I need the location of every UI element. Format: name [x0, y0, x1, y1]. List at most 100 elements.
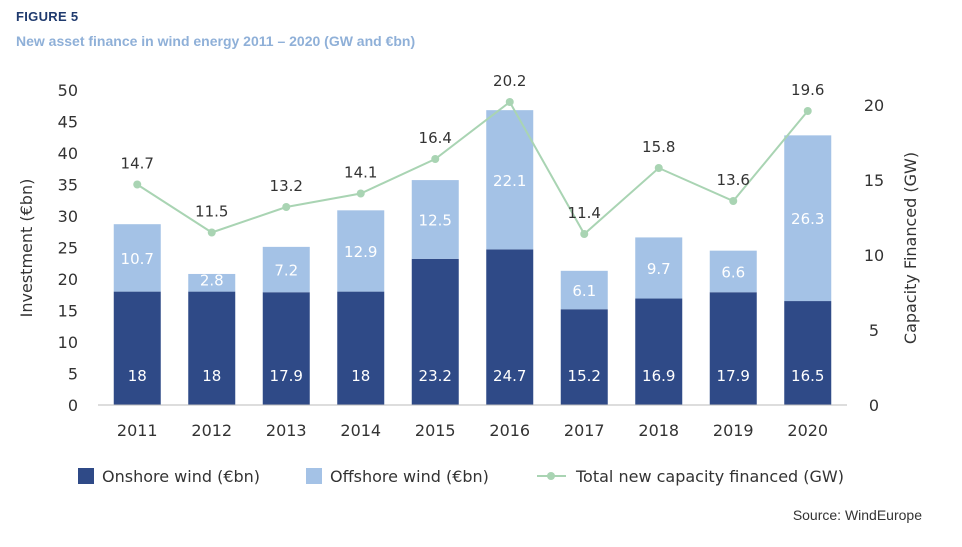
onshore-value-label: 16.9 — [642, 367, 675, 385]
x-tick-label: 2013 — [266, 421, 307, 440]
x-tick-label: 2018 — [638, 421, 679, 440]
onshore-value-label: 17.9 — [717, 367, 750, 385]
bar-offshore — [411, 180, 459, 259]
capacity-line: 14.7 11.5 13.2 14.1 16.4 20.2 11.4 15.8 13.6 19.6 — [121, 72, 824, 238]
capacity-point — [282, 203, 291, 211]
offshore-value-label: 2.8 — [200, 272, 224, 290]
onshore-value-label: 23.2 — [419, 367, 452, 385]
y-tick-label: 5 — [68, 365, 78, 384]
capacity-point — [431, 155, 440, 163]
offshore-value-label: 6.1 — [572, 282, 596, 300]
capacity-point — [207, 228, 216, 237]
bar-offshore — [337, 210, 385, 292]
onshore-value-label: 18 — [128, 367, 147, 385]
onshore-value-label: 18 — [202, 367, 221, 385]
x-tick-label: 2020 — [787, 421, 828, 440]
onshore-value-label: 24.7 — [493, 367, 526, 385]
x-tick-label: 2016 — [489, 421, 530, 440]
capacity-line-path — [136, 100, 809, 236]
right-axis: 0 5 10 15 20 — [864, 96, 884, 415]
offshore-value-label: 9.7 — [647, 260, 671, 278]
onshore-value-label: 17.9 — [270, 367, 303, 385]
offshore-value-label: 6.6 — [721, 263, 745, 281]
offshore-value-label: 22.1 — [493, 172, 526, 190]
y-tick-label: 45 — [58, 113, 78, 132]
legend-swatch-offshore — [306, 468, 322, 484]
offshore-value-label: 7.2 — [274, 262, 298, 280]
y-tick-label: 40 — [58, 144, 78, 163]
bar-offshore — [784, 135, 832, 302]
legend-label-line: Total new capacity financed (GW) — [575, 467, 844, 486]
x-tick-label: 2012 — [191, 421, 232, 440]
legend-swatch-line-marker — [547, 472, 555, 480]
capacity-point — [729, 197, 738, 205]
y-tick-label: 50 — [58, 81, 78, 100]
capacity-point — [505, 98, 514, 106]
capacity-value-label: 19.6 — [791, 81, 824, 99]
capacity-point — [133, 180, 142, 189]
bar-onshore — [709, 292, 757, 405]
offshore-value-label: 12.5 — [419, 211, 452, 229]
offshore-value-label: 12.9 — [344, 243, 377, 261]
capacity-value-label: 14.7 — [121, 155, 154, 173]
capacity-value-label: 11.4 — [568, 204, 601, 222]
bar-onshore — [784, 301, 832, 405]
capacity-value-label: 13.2 — [270, 177, 303, 195]
bar-onshore — [486, 249, 534, 405]
capacity-value-label: 13.6 — [717, 171, 750, 189]
bar-onshore — [113, 291, 161, 405]
x-tick-label: 2017 — [564, 421, 605, 440]
legend-label-onshore: Onshore wind (€bn) — [102, 467, 260, 486]
y-tick-label: 10 — [58, 333, 78, 352]
x-tick-label: 2014 — [340, 421, 381, 440]
offshore-value-label: 10.7 — [121, 250, 154, 268]
bar-offshore — [188, 273, 236, 292]
bar-offshore — [486, 110, 534, 250]
source-note: Source: WindEurope — [792, 507, 922, 523]
x-tick-label: 2019 — [713, 421, 754, 440]
y-tick-label: 0 — [68, 396, 78, 415]
x-tick-label: 2015 — [415, 421, 456, 440]
legend-swatch-onshore — [78, 468, 94, 484]
offshore-value-label: 26.3 — [791, 210, 824, 228]
capacity-value-label: 11.5 — [195, 203, 228, 221]
y2-tick-label: 20 — [864, 96, 884, 115]
onshore-value-label: 16.5 — [791, 367, 824, 385]
capacity-value-label: 14.1 — [344, 164, 377, 182]
bar-offshore — [635, 237, 683, 299]
y-tick-label: 25 — [58, 239, 78, 258]
bar-offshore — [709, 250, 757, 293]
bar-onshore — [262, 292, 310, 405]
capacity-value-label: 15.8 — [642, 138, 675, 156]
y2-tick-label: 10 — [864, 246, 884, 265]
onshore-value-label: 18 — [351, 367, 370, 385]
capacity-point — [580, 230, 589, 238]
bars: 18 10.7 18 2.8 17.9 7.2 18 12.9 23.2 12.5 24.7 22.1… — [98, 110, 847, 406]
capacity-point — [803, 107, 812, 115]
onshore-value-label: 15.2 — [568, 367, 601, 385]
y2-axis-label: Capacity Financed (GW) — [901, 152, 920, 344]
capacity-value-label: 16.4 — [419, 129, 452, 147]
capacity-point — [356, 189, 365, 198]
bar-onshore — [411, 258, 459, 405]
y-tick-label: 20 — [58, 270, 78, 289]
figure-label: FIGURE 5 — [16, 9, 79, 24]
y2-tick-label: 0 — [869, 396, 879, 415]
y-tick-label: 35 — [58, 176, 78, 195]
capacity-value-label: 20.2 — [493, 72, 526, 90]
capacity-point — [654, 164, 663, 172]
y-tick-label: 15 — [58, 302, 78, 321]
y-tick-label: 30 — [58, 207, 78, 226]
bar-offshore — [113, 224, 161, 292]
left-axis: 0 5 10 15 20 25 30 35 40 45 50 — [58, 81, 78, 415]
bar-onshore — [635, 298, 683, 405]
bar-offshore — [262, 246, 310, 293]
bar-offshore — [560, 270, 608, 310]
y-axis-label: Investment (€bn) — [17, 179, 36, 318]
chart-title: New asset finance in wind energy 2011 – … — [16, 33, 416, 49]
bar-onshore — [337, 291, 385, 405]
x-tick-label: 2011 — [117, 421, 158, 440]
y2-tick-label: 15 — [864, 171, 884, 190]
bar-onshore — [560, 309, 608, 405]
legend-label-offshore: Offshore wind (€bn) — [330, 467, 489, 486]
